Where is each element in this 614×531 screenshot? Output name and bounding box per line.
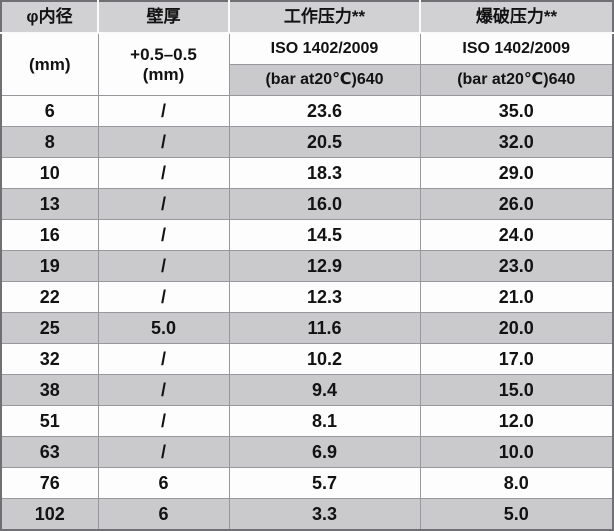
inner-diameter-cell: 102 xyxy=(0,498,99,531)
inner-diameter-cell: 38 xyxy=(0,374,99,406)
burst-pressure-standard: ISO 1402/2009 xyxy=(419,32,614,65)
working-pressure-cell: 6.9 xyxy=(228,436,421,468)
wall-thickness-cell: / xyxy=(97,374,230,406)
burst-pressure-cell: 12.0 xyxy=(419,405,614,437)
wall-thickness-cell: / xyxy=(97,188,230,220)
working-pressure-cell: 20.5 xyxy=(228,126,421,158)
wall-thickness-cell: 5.0 xyxy=(97,312,230,344)
burst-pressure-cell: 5.0 xyxy=(419,498,614,531)
table-body: 6/23.6 35.0 8/20.5 32.0 10/18.3 29.0 13/16.0 26… xyxy=(0,95,614,531)
burst-pressure-unit: (bar at20℃)640 xyxy=(419,64,614,96)
burst-pressure-cell: 20.0 xyxy=(419,312,614,344)
wall-thickness-cell: 6 xyxy=(97,498,230,531)
inner-diameter-cell: 63 xyxy=(0,436,99,468)
wall-thickness-cell: / xyxy=(97,250,230,282)
inner-diameter-cell: 16 xyxy=(0,219,99,251)
burst-pressure-cell: 32.0 xyxy=(419,126,614,158)
inner-diameter-cell: 25 xyxy=(0,312,99,344)
header-row-standards: (mm) +0.5–0.5 (mm) ISO 1402/2009 ISO 140… xyxy=(0,32,614,96)
table-row: 63/6.9 10.0 xyxy=(0,436,614,468)
inner-diameter-cell: 19 xyxy=(0,250,99,282)
table-row: 19/12.9 23.0 xyxy=(0,250,614,282)
working-pressure-cell: 3.3 xyxy=(228,498,421,531)
working-pressure-cell: 8.1 xyxy=(228,405,421,437)
table-row: 102 6 3.3 5.0 xyxy=(0,498,614,531)
working-pressure-cell: 11.6 xyxy=(228,312,421,344)
burst-pressure-cell: 21.0 xyxy=(419,281,614,313)
burst-pressure-cell: 8.0 xyxy=(419,467,614,499)
working-pressure-cell: 9.4 xyxy=(228,374,421,406)
burst-pressure-cell: 26.0 xyxy=(419,188,614,220)
wall-thickness-unit: (mm) xyxy=(142,64,185,84)
working-pressure-cell: 18.3 xyxy=(228,157,421,189)
wall-thickness-cell: / xyxy=(97,157,230,189)
wall-thickness-tolerance: +0.5–0.5 xyxy=(130,45,197,65)
header-wall-thickness: 壁厚 xyxy=(98,1,230,34)
table-row: 6/23.6 35.0 xyxy=(0,95,614,127)
header-inner-diameter: φ内径 xyxy=(1,1,99,34)
table-row: 51/8.1 12.0 xyxy=(0,405,614,437)
table-header: φ内径 壁厚 工作压力** 爆破压力** (mm) +0.5–0.5 (mm) … xyxy=(0,1,614,96)
inner-diameter-cell: 32 xyxy=(0,343,99,375)
burst-pressure-cell: 24.0 xyxy=(419,219,614,251)
inner-diameter-cell: 8 xyxy=(0,126,99,158)
burst-pressure-cell: 10.0 xyxy=(419,436,614,468)
working-pressure-cell: 16.0 xyxy=(228,188,421,220)
wall-thickness-cell: / xyxy=(97,219,230,251)
wall-thickness-cell: 6 xyxy=(97,467,230,499)
wall-thickness-cell: / xyxy=(97,405,230,437)
inner-diameter-cell: 76 xyxy=(0,467,99,499)
burst-pressure-cell: 17.0 xyxy=(419,343,614,375)
working-pressure-standard: ISO 1402/2009 xyxy=(228,32,421,65)
table-row: 32/10.2 17.0 xyxy=(0,343,614,375)
table-row: 10/18.3 29.0 xyxy=(0,157,614,189)
working-pressure-cell: 23.6 xyxy=(228,95,421,127)
working-pressure-cell: 14.5 xyxy=(228,219,421,251)
working-pressure-cell: 5.7 xyxy=(228,467,421,499)
inner-diameter-cell: 10 xyxy=(0,157,99,189)
table-row: 22/12.3 21.0 xyxy=(0,281,614,313)
working-pressure-cell: 12.3 xyxy=(228,281,421,313)
inner-diameter-cell: 22 xyxy=(0,281,99,313)
wall-thickness-cell: / xyxy=(97,95,230,127)
header-burst-pressure: 爆破压力** xyxy=(420,1,613,34)
wall-thickness-cell: / xyxy=(97,281,230,313)
table-row: 16/14.5 24.0 xyxy=(0,219,614,251)
inner-diameter-cell: 13 xyxy=(0,188,99,220)
working-pressure-cell: 10.2 xyxy=(228,343,421,375)
wall-thickness-cell: / xyxy=(97,436,230,468)
table-row: 8/20.5 32.0 xyxy=(0,126,614,158)
wall-thickness-tolerance-cell: +0.5–0.5 (mm) xyxy=(97,32,230,96)
working-pressure-unit: (bar at20℃)640 xyxy=(228,64,421,96)
header-working-pressure: 工作压力** xyxy=(229,1,421,34)
inner-diameter-cell: 51 xyxy=(0,405,99,437)
burst-pressure-cell: 23.0 xyxy=(419,250,614,282)
burst-pressure-cell: 35.0 xyxy=(419,95,614,127)
table-row: 38/9.4 15.0 xyxy=(0,374,614,406)
wall-thickness-cell: / xyxy=(97,343,230,375)
header-row-titles: φ内径 壁厚 工作压力** 爆破压力** xyxy=(1,1,613,34)
table-row: 25 5.0 11.6 20.0 xyxy=(0,312,614,344)
table-row: 13/16.0 26.0 xyxy=(0,188,614,220)
burst-pressure-cell: 15.0 xyxy=(419,374,614,406)
inner-diameter-unit-cell: (mm) xyxy=(0,32,99,96)
inner-diameter-cell: 6 xyxy=(0,95,99,127)
wall-thickness-cell: / xyxy=(97,126,230,158)
burst-pressure-cell: 29.0 xyxy=(419,157,614,189)
working-pressure-cell: 12.9 xyxy=(228,250,421,282)
table-row: 76 6 5.7 8.0 xyxy=(0,467,614,499)
header-row-units: (bar at20℃)640 (bar at20℃)640 xyxy=(1,64,614,96)
